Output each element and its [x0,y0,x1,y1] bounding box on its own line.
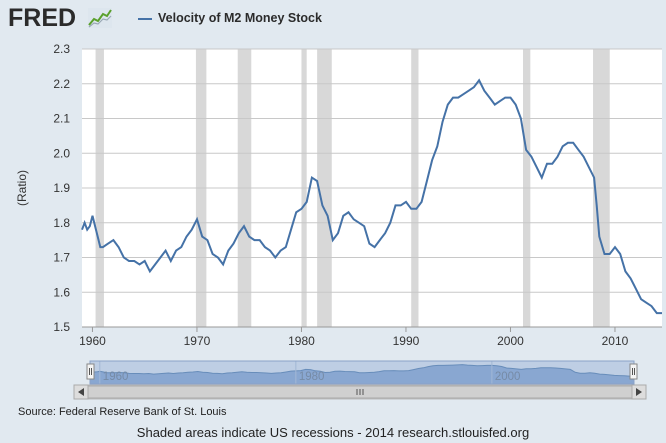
y-tick-label: 2.3 [53,42,70,56]
y-axis-label: (Ratio) [15,170,29,206]
y-tick-label: 2.2 [53,77,70,91]
y-axis-ticks: 1.5 1.6 1.7 1.8 1.9 2.0 2.1 2.2 2.3 [53,42,70,334]
x-tick-label: 1960 [79,334,106,348]
x-tick-label: 1980 [288,334,315,348]
recession-note[interactable]: Shaded areas indicate US recessions - 20… [136,425,530,440]
navigator-selection[interactable] [89,360,635,385]
y-tick-label: 1.8 [53,216,70,230]
fred-logo[interactable]: FRED [8,4,77,32]
y-tick-label: 1.9 [53,181,70,195]
navigator-tick-label: 2000 [495,371,521,383]
y-tick-label: 1.7 [53,251,70,265]
y-tick-label: 2.0 [53,146,70,160]
chevron-right-icon[interactable] [631,384,647,400]
x-tick-label: 1970 [184,334,211,348]
series-line [81,78,662,315]
navigator-series-area [89,364,635,385]
navigator-handle-left[interactable] [86,363,95,380]
navigator-scrollbar[interactable] [73,384,647,400]
y-tick-label: 1.5 [53,320,70,334]
x-tick-label: 2000 [497,334,524,348]
chevron-left-icon[interactable] [73,384,89,400]
y-tick-label: 1.6 [53,285,70,299]
grip-lines-icon[interactable] [356,389,364,395]
line-graph-icon [88,8,112,28]
navigator[interactable]: 1960 1980 2000 [86,360,638,385]
x-tick-label: 1990 [393,334,420,348]
x-tick-label: 2010 [602,334,629,348]
navigator-tick-label: 1980 [299,371,325,383]
navigator-ticks: 1960 1980 2000 [99,361,521,384]
navigator-tick-label: 1960 [103,371,129,383]
x-axis-ticks: 1960 1970 1980 1990 2000 2010 [79,326,662,348]
chart-header: FRED Velocity of M2 Money Stock [0,0,666,36]
navigator-handle-right[interactable] [629,363,638,380]
legend-swatch [138,18,152,20]
legend-label: Velocity of M2 Money Stock [158,11,322,25]
grid-lines [82,48,662,328]
source-note: Source: Federal Reserve Bank of St. Loui… [18,406,227,418]
y-tick-label: 2.1 [53,112,70,126]
